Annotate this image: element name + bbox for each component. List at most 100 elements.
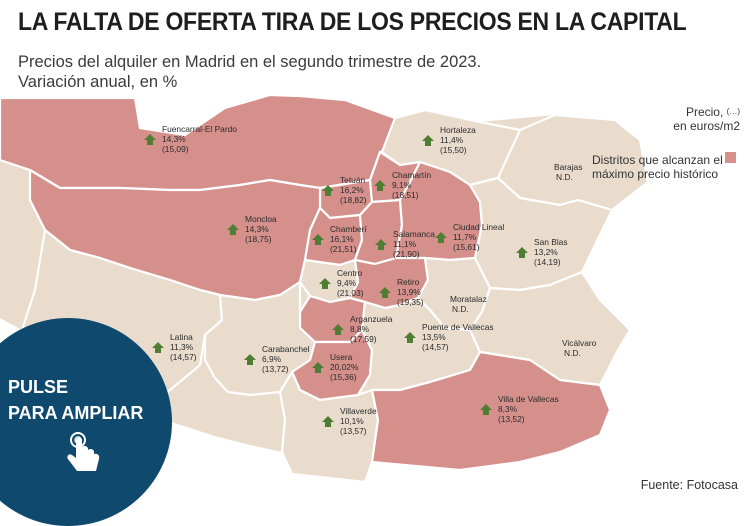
district-name: Tetuán (340, 175, 365, 185)
up-arrow-icon (404, 332, 416, 343)
district-price: (21,90) (393, 249, 420, 259)
up-arrow-icon (152, 342, 164, 353)
legend-price-label: Precio, (685, 105, 724, 119)
district-change: 13,5% (422, 332, 446, 342)
district-price: (13,57) (340, 426, 367, 436)
district-price: (14,57) (170, 352, 197, 362)
up-arrow-icon (144, 134, 156, 145)
district-change: 16,1% (330, 234, 354, 244)
district-name: Arganzuela (350, 314, 393, 324)
district-name: Retiro (397, 277, 420, 287)
up-arrow-icon (480, 404, 492, 415)
enlarge-button-label[interactable]: PULSE PARA AMPLIAR (8, 374, 143, 426)
district-name: Hortaleza (440, 125, 476, 135)
up-arrow-icon (312, 362, 324, 373)
page-title: LA FALTA DE OFERTA TIRA DE LOS PRECIOS E… (18, 8, 687, 36)
district-name: Chamartín (392, 170, 431, 180)
subtitle-line-2: Variación anual, en % (18, 73, 178, 91)
district-change: 13,2% (534, 247, 558, 257)
district-change: 6,9% (262, 354, 282, 364)
enlarge-button[interactable] (0, 318, 172, 526)
district-name: San Blas (534, 237, 568, 247)
district-name: Usera (330, 352, 353, 362)
district-name: Vicálvaro (562, 338, 597, 348)
district-name: Moratalaz (450, 294, 487, 304)
up-arrow-icon (379, 287, 391, 298)
district-price: (14,19) (534, 257, 561, 267)
enlarge-label-line-1[interactable]: PULSE (8, 377, 69, 397)
district-change: 16,2% (340, 185, 364, 195)
enlarge-label-line-2[interactable]: PARA AMPLIAR (8, 403, 144, 423)
district-change: N.D. (556, 172, 573, 182)
district-name: Ciudad Lineal (453, 222, 504, 232)
district-name: Chamberí (330, 224, 367, 234)
district-change: 13,9% (397, 287, 421, 297)
district-change: 8,3% (498, 404, 518, 414)
source-credit: Fuente: Fotocasa (640, 478, 738, 492)
district-change: 9,4% (337, 278, 357, 288)
district-price: (13,72) (262, 364, 289, 374)
district-price: (15,61) (453, 242, 480, 252)
up-arrow-icon (422, 135, 434, 146)
district-name: Puente de Vallecas (422, 322, 494, 332)
up-arrow-icon (374, 180, 386, 191)
district-change: 14,3% (162, 134, 186, 144)
district-name: Barajas (554, 162, 582, 172)
district-change: 20,02% (330, 362, 359, 372)
up-arrow-icon (332, 324, 344, 335)
up-arrow-icon (322, 416, 334, 427)
district-price: (21,51) (330, 244, 357, 254)
district-name: Villaverde (340, 406, 377, 416)
up-arrow-icon (435, 232, 447, 243)
district-price: (21,03) (337, 288, 364, 298)
district-price: (15,36) (330, 372, 357, 382)
up-arrow-icon (244, 354, 256, 365)
district-name: Latina (170, 332, 193, 342)
district-name: Villa de Vallecas (498, 394, 559, 404)
legend-price-unit: en euros/m2 (673, 119, 740, 133)
legend-price-dots: (…) (726, 107, 740, 116)
up-arrow-icon (227, 224, 239, 235)
district-change: 9,1% (392, 180, 412, 190)
district-price: (13,52) (498, 414, 525, 424)
subtitle: Precios del alquiler en Madrid en el seg… (18, 52, 481, 92)
up-arrow-icon (322, 185, 334, 196)
district-price: (17,59) (350, 334, 377, 344)
district-name: Fuencarral-El Pardo (162, 124, 237, 134)
district-name: Carabanchel (262, 344, 310, 354)
district-change: 14,3% (245, 224, 269, 234)
district-price: (19,35) (397, 297, 424, 307)
district-name: Salamanca (393, 229, 435, 239)
up-arrow-icon (375, 239, 387, 250)
district-shape-villa-de-vallecas (370, 350, 612, 472)
district-change: 11,3% (170, 342, 194, 352)
up-arrow-icon (516, 247, 528, 258)
district-price: (15,09) (162, 144, 189, 154)
district-price: (18,82) (340, 195, 367, 205)
district-change: N.D. (564, 348, 581, 358)
district-price: (18,51) (392, 190, 419, 200)
legend-historic-max: Distritos que alcanzan el máximo precio … (592, 153, 723, 181)
district-change: 10,1% (340, 416, 364, 426)
district-price: (14,57) (422, 342, 449, 352)
subtitle-line-1: Precios del alquiler en Madrid en el seg… (18, 53, 482, 71)
tap-hand-icon[interactable] (60, 430, 106, 476)
district-change: 8,8% (350, 324, 370, 334)
district-change: 11,4% (440, 135, 464, 145)
